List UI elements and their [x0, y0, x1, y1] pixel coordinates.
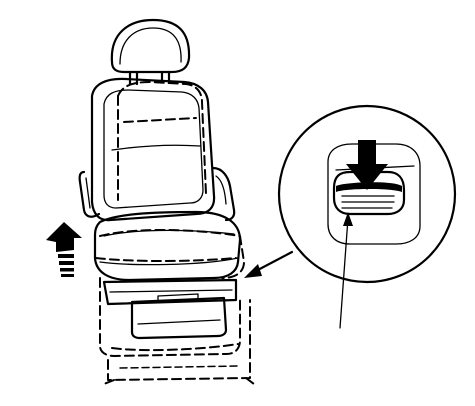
lever-pointer — [339, 212, 353, 329]
callout-pointer — [244, 250, 294, 278]
detail-magnifier — [277, 104, 457, 329]
seat-icon — [78, 18, 242, 340]
press-arrow-icon — [346, 140, 388, 190]
raised-seat-ghost — [95, 81, 255, 385]
lift-arrow-icon — [46, 222, 82, 277]
headrest-icon — [110, 18, 191, 86]
